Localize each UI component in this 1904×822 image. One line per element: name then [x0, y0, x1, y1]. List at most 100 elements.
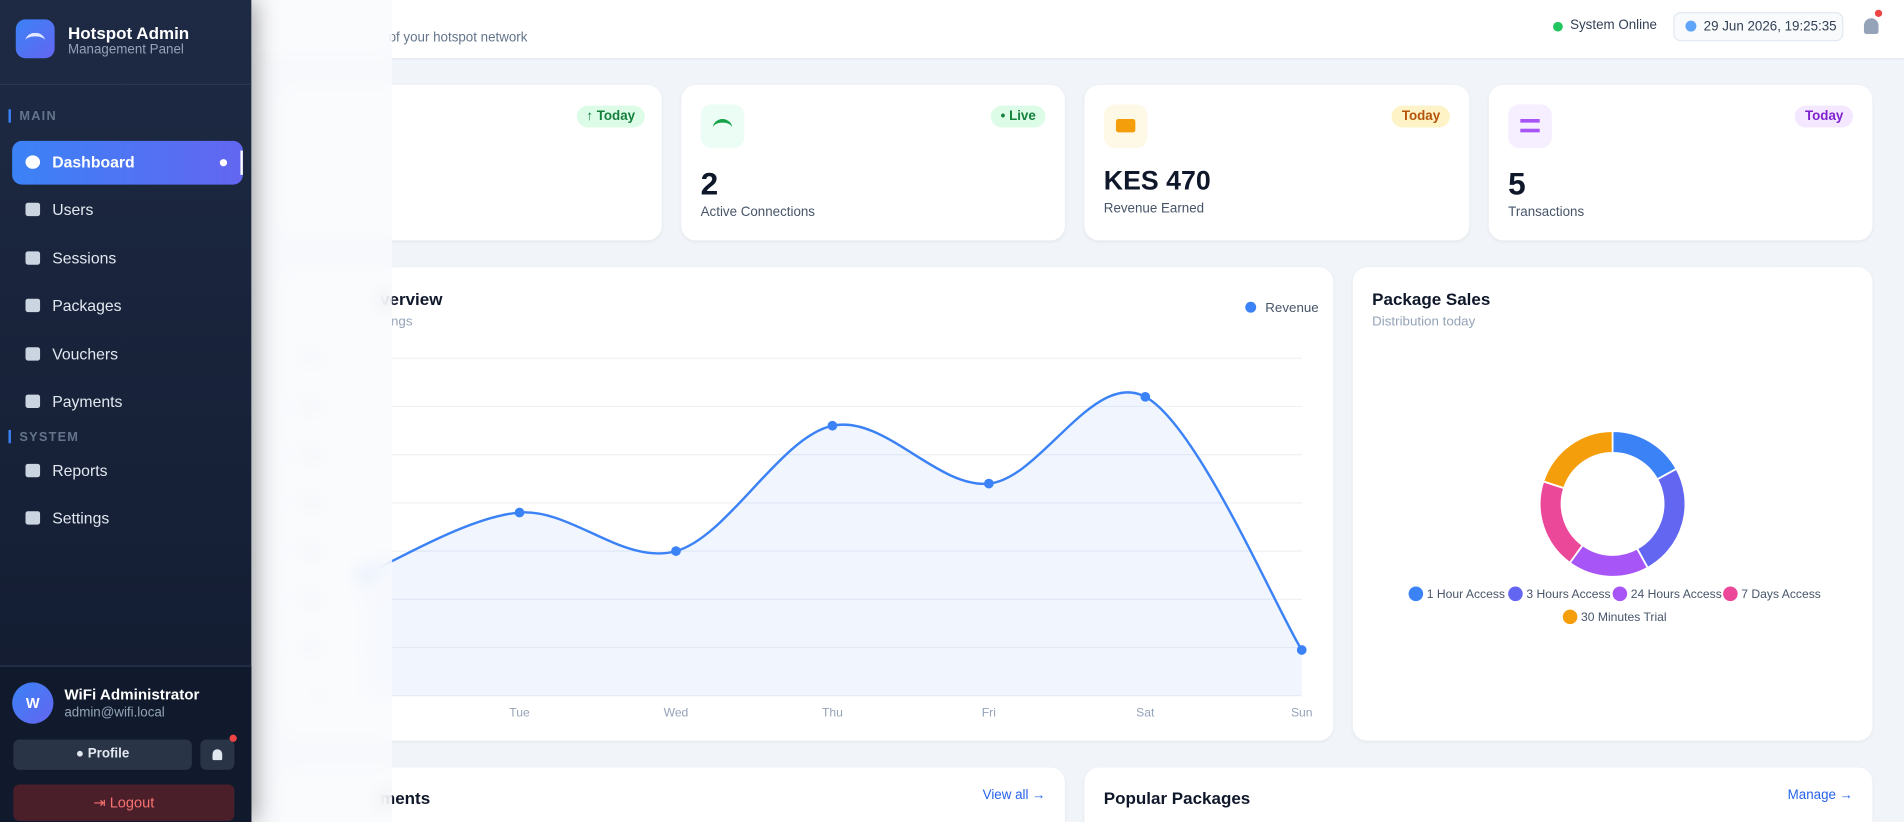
nav-label: Reports — [52, 461, 108, 480]
package-card — [1352, 267, 1873, 741]
bell[interactable] — [1863, 18, 1879, 35]
chart-subtitle: ngs — [391, 313, 413, 328]
nav-item[interactable]: Sessions — [12, 237, 243, 281]
bell-dot — [1874, 9, 1883, 18]
nav-item[interactable]: Dashboard — [12, 140, 243, 185]
brand-subtitle: Management Panel — [68, 42, 184, 58]
avatar: W — [12, 682, 54, 724]
nav-item[interactable]: Reports — [12, 449, 243, 493]
slice — [1611, 430, 1678, 481]
datetime-box: 29 Jun 2026, 19:25:35 — [1673, 12, 1844, 42]
user-email: admin@wifi.local — [64, 705, 165, 721]
nav-item[interactable]: Settings — [12, 497, 243, 541]
nav-label: Vouchers — [52, 344, 119, 364]
header-subtitle: of your hotspot network — [388, 30, 528, 45]
nav-label: Settings — [52, 508, 110, 528]
stat-card: • Live 2 Active Connections — [681, 85, 1065, 241]
slice — [1538, 480, 1584, 565]
panel: Popular Packages Manage → — [1084, 767, 1873, 822]
panel-link[interactable]: Manage → — [1787, 788, 1854, 803]
logout-button[interactable]: ⇥ Logout — [13, 784, 235, 821]
legend-dot — [1245, 301, 1257, 313]
bell-button[interactable] — [200, 734, 237, 770]
section-label: MAIN — [8, 109, 57, 124]
badge-text: Today — [596, 109, 636, 124]
nav-item[interactable]: Packages — [12, 284, 243, 328]
legend-label: 30 Minutes Trial — [1581, 610, 1667, 624]
header: of your hotspot network System Online 29… — [251, 0, 1904, 60]
nav-label: Dashboard — [52, 153, 135, 172]
panel-link[interactable]: View all → — [982, 788, 1046, 803]
sidebar: Hotspot Admin Management Panel MAIN Dash… — [0, 0, 252, 822]
slice — [1635, 467, 1687, 570]
money-icon — [1103, 104, 1148, 149]
logo — [15, 19, 55, 59]
badge: • Live — [990, 105, 1046, 128]
stat-card: Today KES 470 Revenue Earned — [1084, 85, 1470, 241]
badge: ↑ Today — [576, 105, 645, 128]
nav-label: Sessions — [52, 248, 117, 268]
chart-title: Package Sales — [1372, 290, 1490, 309]
user-area: W WiFi Administrator admin@wifi.local ● … — [0, 665, 252, 822]
nav-item[interactable]: Vouchers — [12, 333, 243, 377]
point — [671, 546, 681, 556]
stat-value: KES 470 — [1103, 165, 1211, 196]
legend-label: 1 Hour Access — [1427, 587, 1505, 601]
status-dot — [1553, 21, 1563, 32]
stat-card: Today 5 Transactions — [1488, 85, 1873, 241]
nav-item[interactable]: Payments — [12, 380, 243, 424]
panel-title: Popular Packages — [1103, 788, 1251, 808]
x-tick-label: Fri — [982, 705, 996, 719]
nav-label: Packages — [52, 296, 122, 315]
x-tick-label: Sat — [1136, 705, 1155, 719]
stat-value: 2 — [700, 165, 719, 202]
nav-label: Payments — [52, 392, 123, 411]
legend-label: 7 Days Access — [1741, 587, 1821, 601]
clock-icon — [1685, 20, 1697, 32]
x-tick-label: Sun — [1291, 705, 1313, 719]
wifi-icon — [700, 104, 745, 149]
legend-label: 3 Hours Access — [1526, 587, 1610, 601]
user-name: WiFi Administrator — [64, 686, 200, 704]
legend-dot — [1508, 586, 1523, 602]
x-tick-label: Thu — [822, 705, 843, 719]
stat-label: Revenue Earned — [1103, 201, 1205, 217]
slice — [1568, 543, 1649, 578]
panel: ments View all → — [279, 767, 1065, 822]
slice — [1542, 430, 1614, 490]
chart-subtitle: Distribution today — [1372, 313, 1475, 328]
divider — [0, 83, 252, 86]
panel-title: ments — [380, 788, 431, 808]
x-tick-label: Tue — [509, 705, 530, 719]
nav-item[interactable]: Users — [12, 188, 243, 232]
point — [514, 507, 525, 518]
backdrop — [251, 0, 393, 822]
legend-dot — [1612, 586, 1628, 602]
badge: Today — [1795, 105, 1854, 128]
point — [1296, 645, 1307, 655]
section-label: SYSTEM — [8, 429, 80, 445]
area — [363, 392, 1302, 696]
nav-label: Users — [52, 200, 94, 219]
datetime: 29 Jun 2026, 19:25:35 — [1703, 19, 1837, 35]
point — [983, 478, 994, 489]
legend-dot — [1408, 586, 1424, 602]
legend-label: 24 Hours Access — [1631, 587, 1722, 601]
revenue-card — [279, 267, 1334, 741]
status: System Online — [1570, 18, 1657, 33]
x-tick-label: Wed — [664, 705, 689, 719]
transfer-icon — [1508, 104, 1552, 149]
legend-dot — [1723, 586, 1738, 602]
legend-label: Revenue — [1265, 300, 1318, 315]
stat-value: 5 — [1508, 165, 1526, 202]
logout-label: Logout — [109, 794, 155, 812]
profile-button[interactable]: ● Profile — [13, 739, 192, 770]
chart-title: verview — [380, 290, 443, 309]
point — [1140, 391, 1151, 402]
badge-text: Live — [1009, 109, 1036, 124]
badge: Today — [1392, 105, 1450, 128]
stat-label: Active Connections — [700, 205, 816, 220]
brand: Hotspot Admin — [68, 23, 190, 43]
